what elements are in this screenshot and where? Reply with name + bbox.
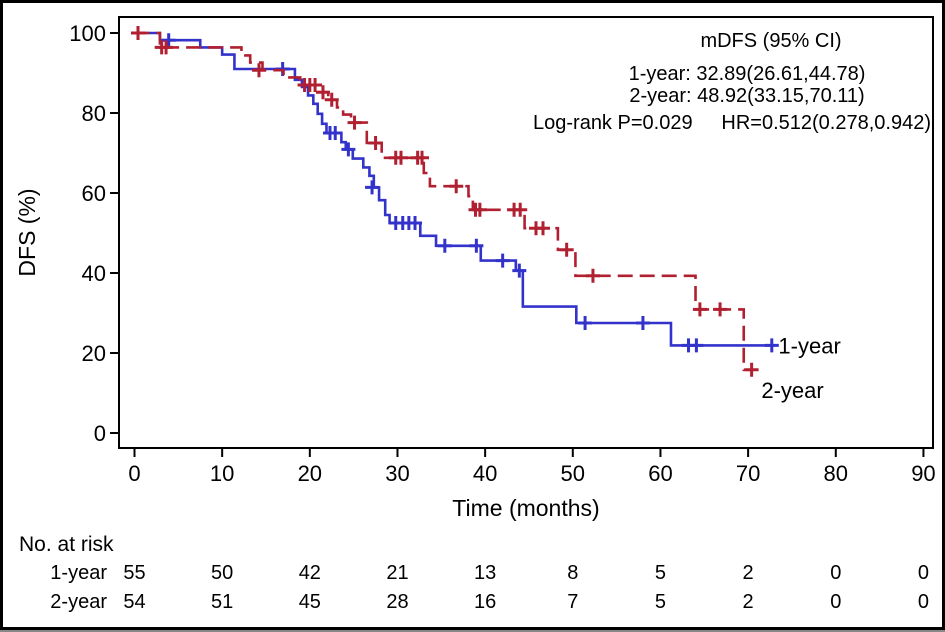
censor-mark — [744, 362, 759, 377]
risk-count: 54 — [123, 591, 145, 613]
plot-frame — [118, 16, 934, 449]
y-tick-label: 20 — [82, 341, 106, 366]
risk-table-row-1-year: 1-year 55 50 42 21 13 8 5 2 0 0 — [50, 562, 929, 584]
censor-mark — [513, 202, 528, 217]
annotation-logrank: Log-rank P=0.029 — [533, 112, 693, 134]
series-2-year — [131, 26, 759, 377]
censor-mark — [315, 85, 330, 100]
censor-mark — [472, 202, 487, 217]
plot-frame-rect — [118, 16, 934, 449]
annotation-2-year-ci: 2-year: 48.92(33.15,70.11) — [629, 85, 864, 107]
censor-mark — [495, 253, 510, 268]
censor-mark — [713, 302, 728, 317]
risk-count: 5 — [655, 562, 666, 584]
risk-count: 28 — [386, 591, 408, 613]
x-tick-label: 20 — [298, 461, 322, 486]
censor-mark — [689, 338, 704, 353]
annotation-block: mDFS (95% CI) 1-year: 32.89(26.61,44.78)2… — [533, 30, 931, 134]
x-axis: 0 10 20 30 40 50 60 70 80 90 Time (months) — [128, 448, 936, 521]
y-tick-label: 100 — [69, 21, 106, 46]
censor-mark — [341, 142, 356, 157]
risk-count: 55 — [123, 562, 145, 584]
risk-count: 0 — [830, 562, 841, 584]
risk-count: 7 — [567, 591, 578, 613]
x-tick-label: 70 — [736, 461, 760, 486]
y-tick-label: 40 — [82, 261, 106, 286]
risk-count: 45 — [299, 591, 321, 613]
risk-count: 0 — [830, 591, 841, 613]
risk-row-label: 1-year — [50, 562, 107, 584]
annotation-1-year-ci: 1-year: 32.89(26.61,44.78) — [629, 63, 866, 85]
censor-mark — [328, 126, 343, 140]
curve-label-2-year: 2-year — [761, 378, 823, 403]
censor-mark — [578, 316, 593, 330]
y-tick-label: 80 — [82, 101, 106, 126]
risk-count: 16 — [474, 591, 496, 613]
censor-mark — [635, 316, 650, 330]
x-tick-label: 50 — [561, 461, 585, 486]
censor-mark — [393, 150, 408, 165]
risk-count: 5 — [655, 591, 666, 613]
annotation-hazard-ratio: HR=0.512(0.278,0.942) — [721, 112, 931, 134]
x-tick-label: 10 — [210, 461, 234, 486]
risk-count: 8 — [567, 562, 578, 584]
censor-mark — [159, 40, 174, 55]
censor-mark — [585, 268, 600, 283]
censor-mark — [368, 136, 383, 150]
censor-mark — [535, 221, 550, 236]
censor-mark — [469, 238, 484, 253]
y-axis-title: DFS (%) — [14, 188, 40, 276]
y-tick-label: 0 — [94, 421, 106, 446]
risk-count: 0 — [918, 562, 929, 584]
x-tick-label: 30 — [385, 461, 409, 486]
censor-mark — [347, 115, 362, 130]
risk-table-row-2-year: 2-year 54 51 45 28 16 7 5 2 0 0 — [50, 591, 929, 613]
censor-mark — [161, 33, 176, 48]
censor-mark — [449, 179, 464, 194]
censor-mark — [415, 150, 430, 165]
risk-count: 2 — [743, 562, 754, 584]
risk-count: 51 — [211, 591, 233, 613]
x-tick-label: 40 — [473, 461, 497, 486]
censor-mark — [512, 263, 527, 278]
censor-mark — [131, 26, 146, 40]
survival-curve-1-year — [134, 31, 775, 347]
y-tick-label: 60 — [82, 181, 106, 206]
y-axis: 0 20 40 60 80 100 DFS (%) — [14, 21, 119, 446]
censor-mark — [324, 92, 339, 107]
risk-row-label: 2-year — [50, 591, 107, 613]
x-tick-label: 60 — [648, 461, 672, 486]
x-tick-label: 90 — [911, 461, 935, 486]
x-tick-label: 0 — [128, 461, 140, 486]
censor-mark — [251, 63, 266, 78]
risk-count: 13 — [474, 562, 496, 584]
x-tick-label: 80 — [824, 461, 848, 486]
risk-count: 2 — [743, 591, 754, 613]
risk-count: 0 — [918, 591, 929, 613]
censor-marks-2-year — [131, 26, 759, 377]
risk-count: 42 — [299, 562, 321, 584]
censor-mark — [692, 302, 707, 317]
risk-count: 21 — [386, 562, 408, 584]
censor-mark — [365, 180, 380, 195]
risk-table-title: No. at risk — [19, 533, 114, 556]
censor-mark — [308, 78, 323, 92]
censor-mark — [437, 238, 452, 253]
censor-mark — [408, 216, 423, 230]
curve-label-1-year: 1-year — [778, 333, 840, 358]
censor-mark — [559, 242, 574, 257]
risk-count: 50 — [211, 562, 233, 584]
annotation-mdfs-header: mDFS (95% CI) — [700, 30, 841, 52]
x-axis-title: Time (months) — [452, 495, 599, 521]
censor-mark — [764, 338, 779, 353]
